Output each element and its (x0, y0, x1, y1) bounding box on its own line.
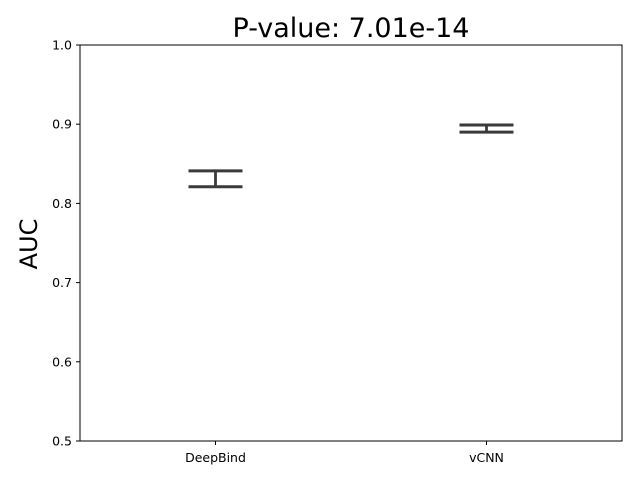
y-axis: 0.5 0.6 0.7 0.8 0.9 1.0 (52, 38, 80, 449)
error-bars (188, 123, 514, 189)
error-bar (459, 123, 514, 134)
chart-title: P-value: 7.01e-14 (233, 13, 470, 44)
y-tick-label: 0.6 (52, 354, 72, 369)
y-tick-label: 0.8 (52, 196, 72, 211)
y-tick-label: 0.7 (52, 275, 72, 290)
y-tick-label: 0.9 (52, 117, 72, 132)
x-tick-label: vCNN (469, 450, 504, 465)
x-tick-label: DeepBind (185, 450, 246, 465)
y-tick-label: 1.0 (52, 38, 72, 53)
y-tick-label: 0.5 (52, 434, 72, 449)
plot-area (79, 44, 623, 442)
error-bar (188, 169, 243, 189)
x-axis: DeepBind vCNN (185, 441, 504, 465)
y-axis-label: AUC (15, 219, 43, 270)
